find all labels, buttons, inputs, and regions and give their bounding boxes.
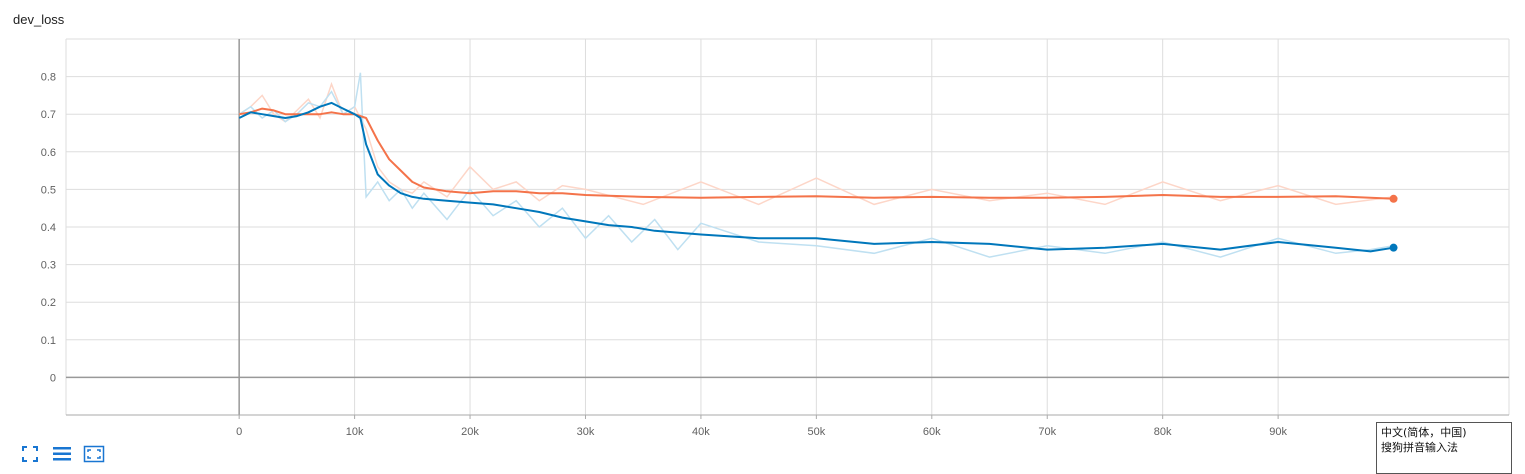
- y-tick-label: 0.7: [41, 109, 56, 121]
- x-tick-label: 70k: [1038, 426, 1056, 438]
- y-tick-label: 0.3: [41, 260, 56, 272]
- y-tick-label: 0.6: [41, 147, 56, 159]
- y-tick-label: 0.1: [41, 335, 56, 347]
- ime-method: 搜狗拼音输入法: [1381, 441, 1458, 454]
- y-tick-label: 0.4: [41, 222, 56, 234]
- y-tick-label: 0.2: [41, 297, 56, 309]
- y-tick-label: 0.5: [41, 184, 56, 196]
- x-tick-label: 0: [236, 426, 242, 438]
- x-tick-label: 60k: [923, 426, 941, 438]
- x-tick-label: 20k: [461, 426, 479, 438]
- ime-indicator: 中文(简体，中国) 搜狗拼音输入法: [1376, 422, 1512, 474]
- grid: [65, 38, 1510, 415]
- ime-language: 中文(简体，中国): [1381, 426, 1467, 439]
- chart-toolbar: [18, 443, 106, 465]
- x-tick-label: 10k: [346, 426, 364, 438]
- x-tick-label: 90k: [1269, 426, 1287, 438]
- axes: [66, 39, 1509, 419]
- fit-icon[interactable]: [82, 443, 106, 465]
- x-tick-label: 40k: [692, 426, 710, 438]
- y-tick-label: 0: [50, 372, 56, 384]
- tick-labels: 0 10k 20k 30k 40k 50k 60k 70k 80k 90k 0 0.1 0.2 0.3 0.…: [41, 72, 1288, 438]
- series-1-end-point: [1389, 243, 1398, 252]
- x-tick-label: 30k: [577, 426, 595, 438]
- chart-title: dev_loss: [13, 12, 65, 27]
- x-tick-label: 50k: [807, 426, 825, 438]
- series-0-smoothed-line: [239, 107, 1394, 200]
- list-icon[interactable]: [50, 443, 74, 465]
- series-layer: [238, 72, 1398, 258]
- series-0-end-point: [1389, 194, 1398, 203]
- x-tick-label: 80k: [1154, 426, 1172, 438]
- series-1-smoothed-line: [238, 101, 1394, 253]
- y-tick-label: 0.8: [41, 72, 56, 84]
- expand-icon[interactable]: [18, 443, 42, 465]
- series-0-raw-line: [238, 81, 1394, 206]
